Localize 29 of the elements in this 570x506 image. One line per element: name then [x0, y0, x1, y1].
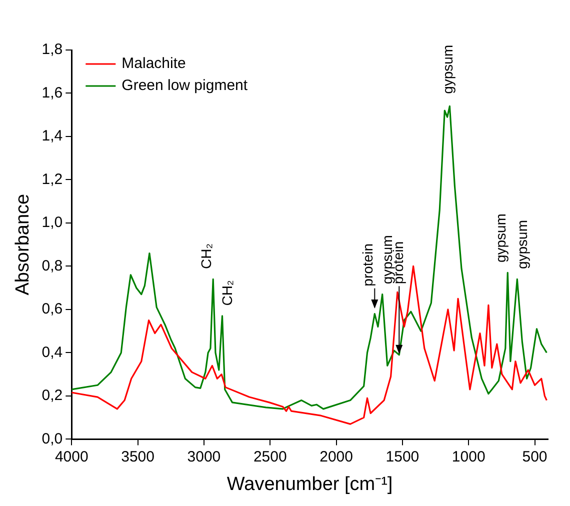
y-tick-label: 0,4 — [42, 344, 63, 361]
x-tick-label: 500 — [522, 448, 548, 466]
annotation: gypsum — [492, 214, 508, 263]
annotation: gypsum — [379, 235, 396, 284]
x-tick-label: 1500 — [386, 448, 420, 466]
annotation: gypsum — [514, 220, 530, 270]
legend-label: Green low pigment — [122, 77, 248, 94]
annotation: CH₂ — [198, 243, 214, 270]
x-tick-label: 1000 — [452, 448, 486, 466]
y-tick-label: 0,6 — [42, 300, 63, 318]
annotation: CH₂ — [219, 280, 236, 306]
x-tick-label: 2500 — [253, 448, 287, 466]
x-tick-label: 3000 — [187, 448, 221, 466]
y-tick-label: 1,8 — [42, 41, 63, 58]
y-tick-label: 0,8 — [42, 257, 63, 274]
legend-label: Malachite — [122, 55, 186, 72]
y-tick-label: 1,4 — [42, 128, 63, 145]
x-axis-title: Wavenumber [cm⁻¹] — [226, 474, 393, 495]
y-tick-label: 1,0 — [42, 214, 63, 232]
x-tick-label: 4000 — [54, 448, 88, 466]
annotation: gypsum — [440, 44, 456, 94]
x-tick-label: 2000 — [320, 448, 353, 466]
y-tick-label: 0,0 — [42, 430, 63, 448]
y-tick-label: 1,2 — [42, 170, 63, 188]
y-tick-label: 1,6 — [42, 84, 63, 102]
x-tick-label: 3500 — [121, 448, 154, 466]
y-axis-title: Absorbance — [12, 194, 34, 296]
y-tick-label: 0,2 — [42, 387, 63, 404]
annotation: protein — [360, 244, 376, 286]
